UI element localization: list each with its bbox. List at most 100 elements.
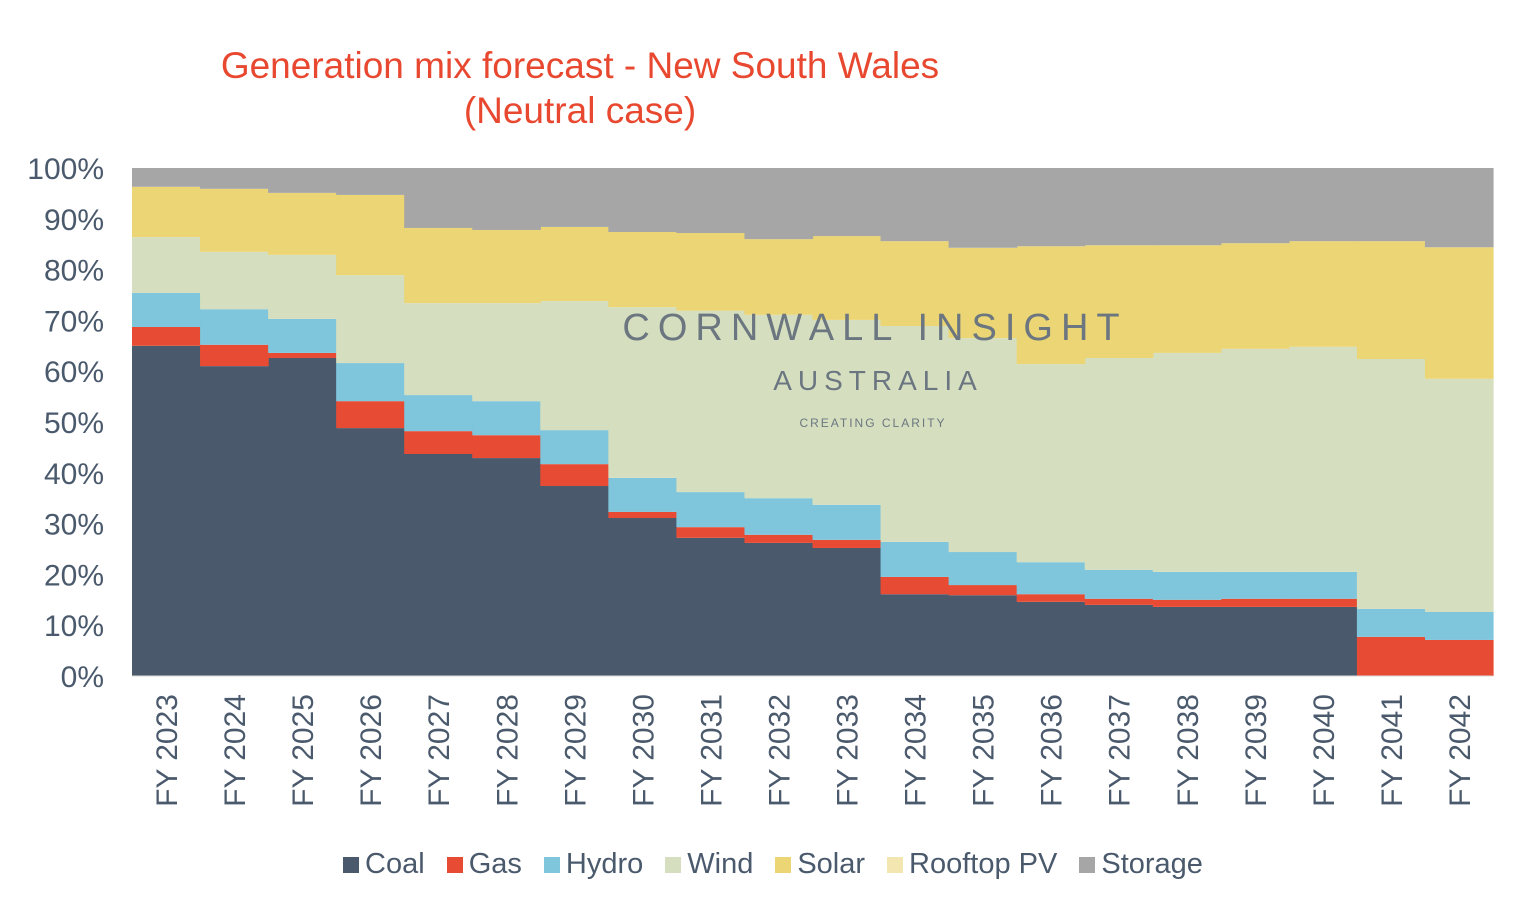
area-segment — [200, 309, 269, 345]
area-segment — [1288, 241, 1358, 347]
series-solar — [132, 186, 1494, 379]
area-segment — [948, 168, 1018, 248]
area-segment — [132, 345, 201, 676]
area-segment — [1152, 606, 1222, 676]
area-segment — [268, 168, 337, 193]
x-tick-label: FY 2029 — [559, 694, 592, 807]
area-segment — [1084, 245, 1154, 358]
y-tick-label: 30% — [44, 509, 104, 542]
area-segment — [1220, 571, 1290, 599]
area-segment — [744, 168, 814, 240]
watermark-line1: CORNWALL INSIGHT — [622, 307, 1127, 349]
area-segment — [200, 366, 269, 676]
area-segment — [948, 595, 1018, 676]
y-tick-label: 60% — [44, 356, 104, 389]
area-segment — [880, 168, 950, 242]
x-tick-label: FY 2028 — [491, 694, 524, 807]
area-segment — [1288, 168, 1358, 242]
area-segment — [880, 325, 950, 542]
area-segment — [880, 576, 950, 595]
y-tick-label: 80% — [44, 255, 104, 288]
area-segment — [608, 307, 677, 478]
area-segment — [880, 541, 950, 577]
area-segment — [676, 233, 746, 311]
y-tick-label: 10% — [44, 610, 104, 643]
area-segment — [336, 194, 405, 276]
area-segment — [132, 168, 201, 187]
area-segment — [1152, 352, 1222, 572]
area-segment — [608, 168, 677, 233]
area-segment — [540, 168, 609, 227]
area-segment — [200, 344, 269, 367]
area-segment — [200, 188, 269, 252]
legend-label: Wind — [687, 848, 754, 880]
area-segment — [812, 168, 882, 237]
area-segment — [132, 186, 201, 238]
area-segment — [1356, 359, 1426, 609]
series-coal — [132, 345, 1358, 676]
area-segment — [1424, 247, 1494, 379]
area-segment — [744, 314, 814, 499]
area-segment — [404, 431, 473, 455]
area-segment — [1152, 571, 1222, 600]
legend-label: Coal — [365, 848, 425, 880]
area-segment — [1356, 168, 1426, 242]
chart-title: Generation mix forecast - New South Wale… — [220, 45, 940, 86]
area-segment — [336, 363, 405, 402]
area-segment — [268, 318, 337, 353]
legend-label: Gas — [468, 848, 522, 880]
x-tick-label: FY 2035 — [968, 694, 1001, 807]
legend: Coal Gas Hydro Wind Solar Rooftop PV Storage — [0, 848, 1536, 881]
series-gas — [132, 327, 1494, 676]
legend-item: Gas — [446, 848, 522, 881]
area-segment — [1220, 598, 1290, 607]
x-tick-label: FY 2040 — [1308, 694, 1341, 807]
area-segment — [540, 226, 609, 302]
area-segment — [132, 327, 201, 346]
area-segment — [608, 511, 677, 519]
area-segment — [744, 498, 814, 535]
legend-swatch — [775, 856, 792, 873]
area-segment — [1424, 639, 1494, 676]
area-segment — [1016, 562, 1086, 595]
area-segment — [1288, 606, 1358, 676]
area-segment — [676, 537, 746, 676]
x-tick-label: FY 2027 — [423, 694, 456, 807]
area-segment — [948, 247, 1018, 339]
chart-subtitle: (Neutral case) — [463, 90, 697, 131]
area-segment — [132, 237, 201, 293]
area-segment — [404, 303, 473, 396]
area-segment — [676, 168, 746, 234]
area-segment — [1084, 569, 1154, 599]
stacked-areas — [132, 168, 1494, 676]
area-segment — [540, 486, 609, 676]
area-segment — [1152, 599, 1222, 607]
area-segment — [200, 251, 269, 310]
area-segment — [608, 477, 677, 512]
x-tick-label: FY 2033 — [832, 694, 865, 807]
area-segment — [812, 504, 882, 540]
area-segment — [812, 547, 882, 676]
area-segment — [948, 585, 1018, 596]
legend-swatch — [665, 856, 682, 873]
area-segment — [1084, 604, 1154, 676]
legend-swatch — [446, 856, 463, 873]
area-segment — [1288, 598, 1358, 607]
area-segment — [540, 301, 609, 431]
x-tick-label: FY 2030 — [627, 694, 660, 807]
area-segment — [472, 303, 541, 402]
area-segment — [1356, 608, 1426, 637]
legend-swatch — [887, 856, 904, 873]
area-segment — [1016, 594, 1086, 602]
series-wind — [132, 237, 1494, 612]
area-segment — [472, 401, 541, 436]
area-segment — [1016, 246, 1086, 365]
x-tick-label: FY 2026 — [355, 694, 388, 807]
legend-item: Coal — [343, 848, 425, 881]
legend-label: Solar — [797, 848, 866, 880]
area-segment — [1220, 168, 1290, 244]
area-segment — [1424, 611, 1494, 640]
x-axis: FY 2023 FY 2024 FY 2025 FY 2026 FY 2027 FY 20… — [151, 694, 1477, 807]
area-segment — [336, 168, 405, 195]
